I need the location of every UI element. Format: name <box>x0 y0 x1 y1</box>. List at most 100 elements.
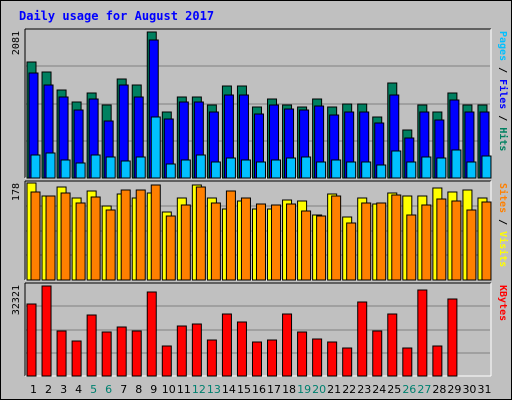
panel-visits_sites-bar-sites-day-12 <box>195 186 206 281</box>
panel-visits_sites-bar-sites-day-29 <box>451 200 462 281</box>
panel-visits_sites-bar-sites-day-11 <box>180 204 191 281</box>
panel-hits_files_pages-bar-pages-day-2 <box>45 152 56 179</box>
panel-kbytes-bar-kbytes-day-25 <box>387 313 398 377</box>
day-label-29: 29 <box>447 383 461 396</box>
day-label-3: 3 <box>60 383 67 396</box>
panel-hits_files_pages-axis-label-part: Files <box>497 79 509 109</box>
day-label-31: 31 <box>477 383 491 396</box>
panel-hits_files_pages-bar-pages-day-7 <box>120 160 131 179</box>
panel-kbytes-bar-kbytes-day-11 <box>176 325 187 377</box>
panel-visits_sites-bar-sites-day-1 <box>30 191 41 281</box>
panel-hits_files_pages-bar-pages-day-13 <box>210 161 221 179</box>
day-label-10: 10 <box>162 383 176 396</box>
panel-visits_sites-bar-sites-day-25 <box>391 194 402 281</box>
panel-kbytes-bar-kbytes-day-20 <box>312 338 323 377</box>
panel-hits_files_pages-bar-pages-day-25 <box>391 150 402 179</box>
panel-hits_files_pages-axis-label-part: / <box>497 61 508 79</box>
panel-kbytes-bar-kbytes-day-12 <box>191 323 202 377</box>
day-label-26: 26 <box>402 383 416 396</box>
panel-visits_sites-bar-sites-day-3 <box>60 192 71 281</box>
panel-hits_files_pages-axis-label: Pages / Files / Hits <box>497 31 509 151</box>
panel-hits_files_pages-bar-pages-day-4 <box>75 162 86 179</box>
panel-visits_sites-bar-sites-day-16 <box>255 203 266 281</box>
panel-hits_files_pages-bar-pages-day-8 <box>135 156 146 179</box>
day-label-13: 13 <box>207 383 221 396</box>
day-label-24: 24 <box>372 383 386 396</box>
panel-visits_sites-max-label: 178 <box>11 183 22 201</box>
panel-kbytes-bar-kbytes-day-6 <box>101 331 112 377</box>
panel-visits_sites-bar-sites-day-17 <box>271 204 282 281</box>
panel-visits_sites-bar-sites-day-23 <box>361 202 372 281</box>
day-label-12: 12 <box>192 383 206 396</box>
panel-kbytes-bar-kbytes-day-5 <box>86 314 97 377</box>
panel-kbytes-bar-kbytes-day-16 <box>251 341 262 377</box>
panel-visits_sites-bar-sites-day-5 <box>90 196 101 281</box>
panel-hits_files_pages-bar-pages-day-31 <box>481 155 492 179</box>
panel-visits_sites-axis-label-part: / <box>497 213 508 231</box>
panel-hits_files_pages-max-label: 2081 <box>11 31 22 55</box>
panel-hits_files_pages-bar-pages-day-10 <box>165 163 176 179</box>
panel-kbytes-max-label: 32321 <box>11 285 22 315</box>
panel-kbytes-bar-kbytes-day-22 <box>342 347 353 377</box>
panel-visits_sites-bar-sites-day-8 <box>135 189 146 281</box>
panel-kbytes-bar-kbytes-day-15 <box>236 321 247 377</box>
day-label-27: 27 <box>417 383 431 396</box>
panel-hits_files_pages-bar-pages-day-30 <box>466 161 477 179</box>
panel-visits_sites-bar-sites-day-22 <box>346 222 357 281</box>
day-label-11: 11 <box>177 383 191 396</box>
day-label-25: 25 <box>387 383 401 396</box>
panel-hits_files_pages-bar-pages-day-29 <box>451 149 462 179</box>
panel-kbytes-bar-kbytes-day-23 <box>357 301 368 377</box>
panel-hits_files_pages-bar-pages-day-3 <box>60 159 71 179</box>
panel-kbytes-bar-kbytes-day-18 <box>282 313 293 377</box>
day-label-30: 30 <box>462 383 476 396</box>
panel-kbytes-bar-kbytes-day-4 <box>71 340 82 377</box>
panel-hits_files_pages-bar-pages-day-14 <box>225 157 236 179</box>
panel-visits_sites-bar-sites-day-2 <box>45 195 56 281</box>
day-label-20: 20 <box>312 383 326 396</box>
panel-kbytes-bar-kbytes-day-27 <box>417 289 428 377</box>
panel-kbytes-bar-kbytes-day-3 <box>56 330 67 377</box>
panel-visits_sites-bar-sites-day-13 <box>210 202 221 281</box>
day-label-18: 18 <box>282 383 296 396</box>
panel-kbytes-bar-kbytes-day-28 <box>432 345 443 377</box>
day-label-1: 1 <box>30 383 37 396</box>
panel-visits_sites-bar-sites-day-9 <box>150 184 161 281</box>
panel-visits_sites-bar-sites-day-30 <box>466 209 477 281</box>
day-label-15: 15 <box>237 383 251 396</box>
panel-visits_sites-bar-sites-day-4 <box>75 202 86 281</box>
day-label-17: 17 <box>267 383 281 396</box>
day-label-8: 8 <box>135 383 142 396</box>
day-label-5: 5 <box>90 383 97 396</box>
panel-hits_files_pages-bar-pages-day-22 <box>346 161 357 179</box>
panel-visits_sites-bar-sites-day-14 <box>225 190 236 281</box>
panel-hits_files_pages-bar-pages-day-23 <box>361 161 372 179</box>
panel-hits_files_pages-bar-pages-day-15 <box>240 159 251 179</box>
panel-kbytes-bar-kbytes-day-1 <box>26 303 37 377</box>
panel-visits_sites-bar-sites-day-24 <box>376 202 387 281</box>
day-label-2: 2 <box>45 383 52 396</box>
panel-kbytes-bar-kbytes-day-24 <box>372 330 383 377</box>
panel-hits_files_pages-axis-label-part: Pages <box>497 31 508 61</box>
day-label-16: 16 <box>252 383 266 396</box>
panel-kbytes-bar-kbytes-day-19 <box>297 331 308 377</box>
panel-hits_files_pages-bar-pages-day-27 <box>421 156 432 179</box>
panel-hits_files_pages-axis-label-part: / <box>497 109 508 127</box>
panel-visits_sites-axis-label: Sites / Visits <box>497 183 509 267</box>
panel-kbytes-bar-kbytes-day-10 <box>161 345 172 377</box>
panel-visits_sites-bar-sites-day-7 <box>120 189 131 281</box>
panel-kbytes-bar-kbytes-day-2 <box>41 285 52 377</box>
day-label-9: 9 <box>150 383 157 396</box>
panel-hits_files_pages-bar-pages-day-6 <box>105 156 116 179</box>
panel-hits_files_pages-bar-pages-day-12 <box>195 154 206 179</box>
panel-visits_sites-bar-sites-day-28 <box>436 198 447 281</box>
panel-hits_files_pages-bar-pages-day-17 <box>271 159 282 179</box>
day-label-22: 22 <box>342 383 356 396</box>
panel-kbytes-bar-kbytes-day-21 <box>327 341 338 377</box>
panel-hits_files_pages-bar-pages-day-16 <box>255 161 266 179</box>
day-label-21: 21 <box>327 383 341 396</box>
panel-hits_files_pages-bar-pages-day-20 <box>316 161 327 179</box>
panel-kbytes-axis-label-part: KBytes <box>497 285 508 321</box>
panel-hits_files_pages-bar-pages-day-18 <box>286 157 297 179</box>
